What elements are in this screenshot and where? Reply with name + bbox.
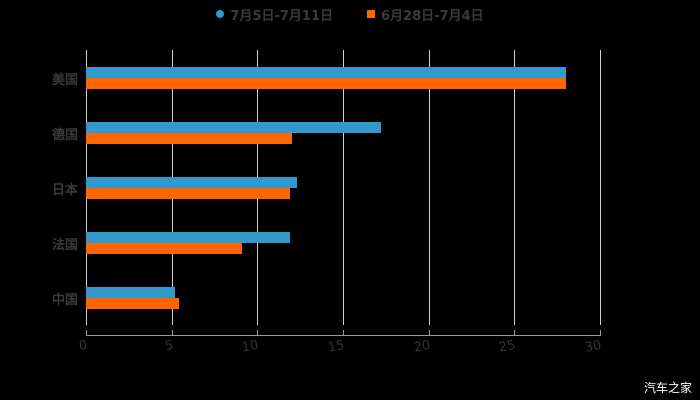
bar-series-1[interactable] <box>86 232 290 243</box>
x-tick-label: 30 <box>570 338 602 358</box>
x-tick-label: 5 <box>142 338 174 358</box>
bar-series-2[interactable] <box>86 298 179 309</box>
bar-series-2[interactable] <box>86 133 292 144</box>
y-category-label: 法国 <box>30 234 78 253</box>
bar-series-2[interactable] <box>86 243 242 254</box>
bar-series-1[interactable] <box>86 287 175 298</box>
y-category-label: 德国 <box>30 124 78 143</box>
x-axis-line <box>86 335 601 336</box>
y-category-label: 美国 <box>30 69 78 88</box>
grid-line <box>600 50 601 325</box>
bar-series-1[interactable] <box>86 67 566 78</box>
bar-series-2[interactable] <box>86 78 566 89</box>
x-tick-label: 20 <box>399 338 431 358</box>
y-category-label: 日本 <box>30 179 78 198</box>
grid-line <box>514 50 515 325</box>
bar-series-1[interactable] <box>86 177 297 188</box>
x-tick-label: 0 <box>56 338 88 358</box>
plot-area: 0 5 10 15 20 25 30 美国德国日本法国中国 <box>0 0 700 400</box>
y-category-label: 中国 <box>30 289 78 308</box>
x-tick-label: 15 <box>313 338 345 358</box>
grid-line <box>343 50 344 325</box>
x-tick-label: 25 <box>484 338 516 358</box>
bar-series-2[interactable] <box>86 188 290 199</box>
x-tick-label: 10 <box>227 338 259 358</box>
bar-series-1[interactable] <box>86 122 381 133</box>
watermark: 汽车之家 <box>644 379 692 396</box>
grid-line <box>429 50 430 325</box>
